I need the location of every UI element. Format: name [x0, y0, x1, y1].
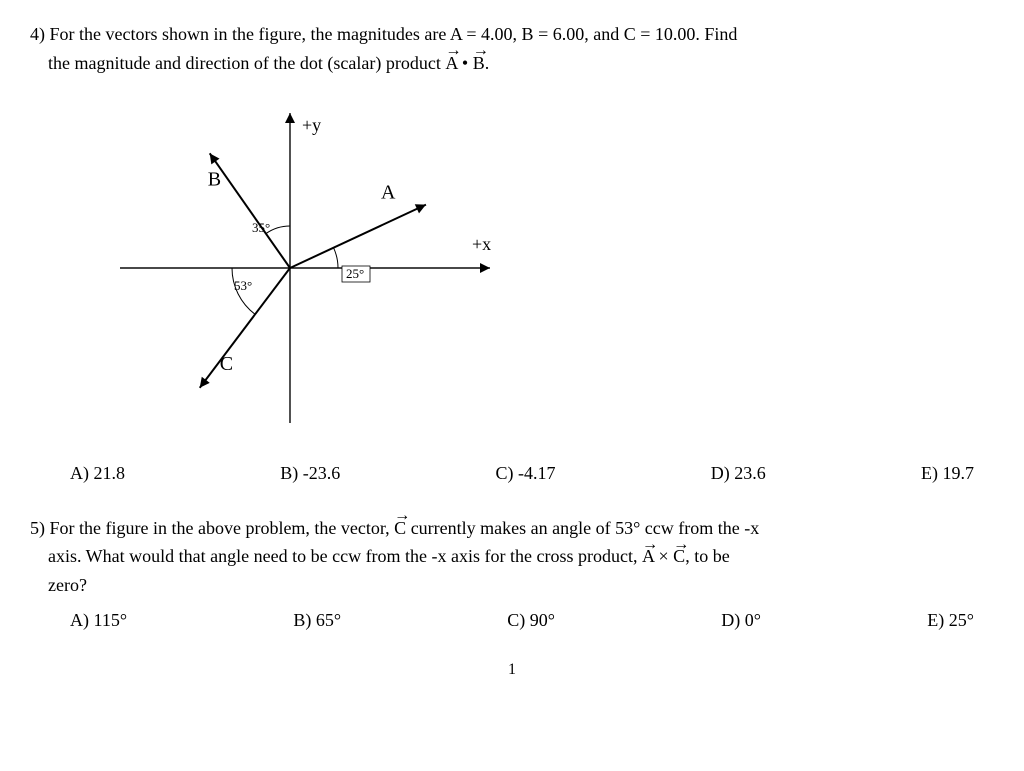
vector-figure: +y +x A 25° B 35° C 53° — [90, 98, 994, 443]
vector-svg: +y +x A 25° B 35° C 53° — [90, 98, 530, 438]
q4-options: A) 21.8 B) -23.6 C) -4.17 D) 23.6 E) 19.… — [30, 463, 994, 484]
question-4: 4) For the vectors shown in the figure, … — [30, 20, 994, 484]
svg-text:A: A — [381, 181, 396, 203]
svg-text:35°: 35° — [252, 220, 270, 235]
q5-vecC: C — [394, 518, 406, 538]
q5-option-a: A) 115° — [70, 610, 127, 631]
svg-text:53°: 53° — [234, 278, 252, 293]
page-number: 1 — [30, 661, 994, 679]
q4-option-d: D) 23.6 — [711, 463, 766, 484]
svg-text:C: C — [220, 352, 233, 374]
q5-option-b: B) 65° — [293, 610, 341, 631]
q5-line3: zero? — [48, 575, 87, 595]
q4-option-e: E) 19.7 — [921, 463, 974, 484]
q5-line1b: currently makes an angle of 53° ccw from… — [406, 518, 759, 538]
q4-line1: For the vectors shown in the figure, the… — [50, 24, 738, 44]
q4-text: 4) For the vectors shown in the figure, … — [30, 20, 994, 78]
q5-option-d: D) 0° — [721, 610, 761, 631]
q4-dot-expr: A • B. — [445, 53, 489, 73]
q5-options: A) 115° B) 65° C) 90° D) 0° E) 25° — [30, 610, 994, 631]
q5-line2a: axis. What would that angle need to be c… — [48, 546, 642, 566]
q5-line1: For the figure in the above problem, the… — [50, 518, 395, 538]
svg-text:B: B — [208, 168, 221, 190]
q4-number: 4) — [30, 24, 45, 44]
q5-option-e: E) 25° — [927, 610, 974, 631]
q5-cross-expr: A × C — [642, 546, 685, 566]
q4-option-b: B) -23.6 — [280, 463, 340, 484]
question-5: 5) For the figure in the above problem, … — [30, 514, 994, 631]
q4-option-c: C) -4.17 — [496, 463, 556, 484]
q5-line2b: , to be — [685, 546, 730, 566]
q4-option-a: A) 21.8 — [70, 463, 125, 484]
q5-option-c: C) 90° — [507, 610, 555, 631]
svg-text:25°: 25° — [346, 266, 364, 281]
q4-line2a: the magnitude and direction of the dot (… — [48, 53, 445, 73]
q5-text: 5) For the figure in the above problem, … — [30, 514, 994, 600]
q5-number: 5) — [30, 518, 45, 538]
svg-text:+x: +x — [472, 234, 491, 254]
svg-text:+y: +y — [302, 115, 321, 135]
